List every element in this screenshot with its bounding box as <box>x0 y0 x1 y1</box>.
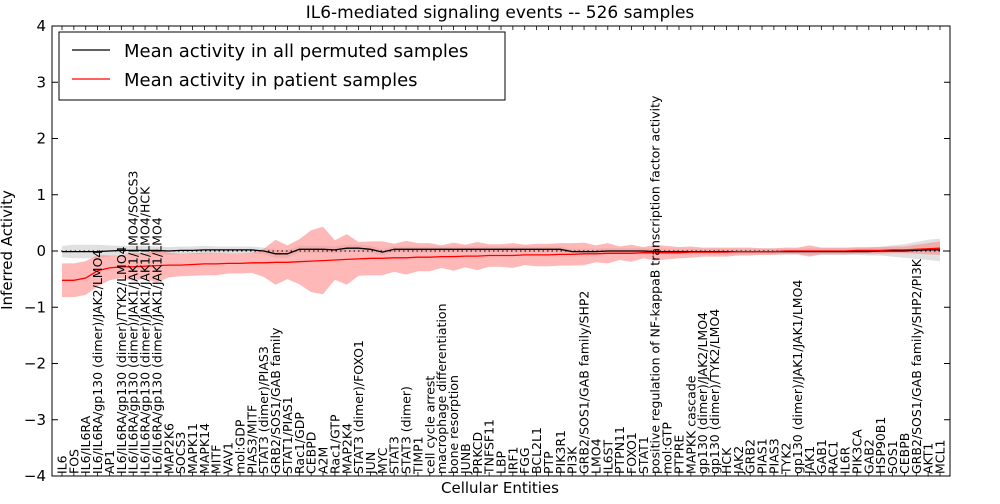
x-category-label: GAB2 <box>861 439 876 474</box>
x-category-label: SOS1 <box>885 440 900 474</box>
x-category-label: PTPRE <box>672 435 687 474</box>
x-category-label: PIAS3/MITF <box>244 405 259 474</box>
x-category-label: PIK3CA <box>849 429 864 474</box>
x-category-label: macrophage differentiation <box>434 303 449 474</box>
x-category-label: STAT3 (dimer)/FOXO1 <box>351 340 366 474</box>
x-category-label: IL6/IL6RA/gp130 (dimer)/TYK2/LMO4 <box>114 246 129 474</box>
x-category-label: CEBPB <box>897 433 912 474</box>
x-category-label: FGG <box>517 447 532 474</box>
x-category-label: JAK2 <box>731 446 746 475</box>
x-category-label: FOXO1 <box>624 432 639 474</box>
x-category-label: gp130 (dimer)/JAK2/LMO4 <box>695 312 710 474</box>
x-category-label: CEBPD <box>304 432 319 474</box>
x-category-label: mol:GTP <box>660 422 675 474</box>
x-category-label: HCK <box>719 447 734 474</box>
x-category-label: Rac1/GTP <box>327 414 342 474</box>
x-category-label: A2M <box>316 447 331 474</box>
x-category-label: positive regulation of NF-kappaB transcr… <box>648 95 663 474</box>
x-category-label: PTPN11 <box>612 426 627 474</box>
x-category-label: MAP2K6 <box>161 423 176 474</box>
x-category-label: IL6R <box>838 446 853 474</box>
x-category-label: HSP90B1 <box>873 417 888 474</box>
x-category-label: GAB1 <box>814 439 829 474</box>
x-category-label: IRF1 <box>505 446 520 474</box>
x-category-label: GRB2 <box>743 439 758 474</box>
x-category-label: mol:GDP <box>233 419 248 474</box>
x-category-label: PIK3R1 <box>553 430 568 474</box>
y-tick-label: 2 <box>36 130 46 148</box>
x-category-label: JUN <box>363 452 378 475</box>
x-category-label: GRB2/SOS1/GAB family <box>268 327 283 474</box>
y-tick-label: 0 <box>36 242 46 260</box>
x-category-label: PIAS1 <box>755 438 770 474</box>
x-category-label: MCL1 <box>933 440 948 474</box>
line-patient <box>62 247 941 281</box>
y-tick-label: 4 <box>36 17 46 35</box>
x-category-label: STAT1 <box>636 436 651 474</box>
x-category-label: STAT1/PIAS1 <box>280 396 295 474</box>
x-category-label: JAK1 <box>802 446 817 475</box>
y-tick-label: −2 <box>24 355 46 373</box>
x-category-label: PIAS3 <box>766 438 781 474</box>
x-category-label: PRKCD <box>470 432 485 474</box>
x-category-label: TYK2 <box>778 443 793 475</box>
legend: Mean activity in all permuted samples Me… <box>58 31 506 101</box>
x-category-label: RAC1 <box>826 441 841 474</box>
x-category-label: IL6ST <box>600 439 615 474</box>
y-axis-title: Inferred Activity <box>0 190 16 310</box>
x-category-label: GRB2/SOS1/GAB family/SHP2/PI3K <box>909 258 924 474</box>
y-axis-ticks: −4 −3 −2 −1 0 1 2 3 4 <box>24 17 950 485</box>
x-category-label: MAPKK cascade <box>683 375 698 474</box>
y-tick-label: −1 <box>24 298 46 316</box>
legend-box <box>58 31 506 101</box>
bands-layer <box>62 226 940 298</box>
x-category-label: STAT3 (dimer)/PIAS3 <box>256 346 271 474</box>
x-category-label: GRB2/SOS1/GAB family/SHP2 <box>577 291 592 474</box>
legend-label-patient: Mean activity in patient samples <box>124 70 418 91</box>
y-tick-label: 1 <box>36 186 46 204</box>
x-category-label: MAPK14 <box>197 423 212 474</box>
x-axis-ticks <box>61 26 941 476</box>
series-lines-layer <box>62 247 941 281</box>
chart-title: IL6-mediated signaling events -- 526 sam… <box>306 3 695 23</box>
x-category-label: AP1 <box>102 450 117 474</box>
x-category-label: bone resorption <box>446 375 461 474</box>
y-tick-label: −3 <box>24 411 46 429</box>
x-category-label: PI3K <box>565 446 580 474</box>
x-category-label: JUNB <box>458 443 473 475</box>
y-tick-label: −4 <box>24 467 46 485</box>
x-category-label: PTP <box>541 451 556 474</box>
x-category-label: STAT3 <box>387 436 402 474</box>
x-category-label: IL6/IL6RA/gp130 (dimer)/JAK2/LMO4 <box>90 250 105 474</box>
x-category-label: IL6/IL6RA/gp130 (dimer)/JAK1/JAK1/LMO4/S… <box>126 171 141 474</box>
x-category-label: AKT1 <box>921 443 936 474</box>
x-category-label: FOS <box>66 449 81 474</box>
x-category-label: LMO4 <box>588 438 603 474</box>
x-category-label: MITF <box>209 445 224 474</box>
x-category-label: BCL2L1 <box>529 427 544 474</box>
x-category-label: LBP <box>494 450 509 474</box>
band-patient <box>62 226 940 298</box>
x-category-label: IL6/IL6RA/gp130 (dimer)/JAK1/JAK1/LMO4 <box>149 217 164 474</box>
x-category-label: IL6/IL6RA/gp130 (dimer)/JAK1/JAK1/LMO4/H… <box>138 186 153 474</box>
x-category-label: IL6/IL6RA <box>78 415 93 474</box>
x-category-label: MYC <box>375 447 390 474</box>
x-category-label: MAP2K4 <box>339 423 354 474</box>
legend-label-permuted: Mean activity in all permuted samples <box>124 41 468 62</box>
y-tick-label: 3 <box>36 73 46 91</box>
x-category-label: gp130 (dimer)/JAK1/JAK1/LMO4 <box>790 280 805 474</box>
x-category-label: cell cycle arrest <box>422 376 437 474</box>
x-category-label: IL6 <box>55 455 70 474</box>
x-axis-title: Cellular Entities <box>441 479 559 497</box>
x-category-label: VAV1 <box>221 442 236 474</box>
x-category-label: STAT3 (dimer) <box>399 386 414 474</box>
x-category-label: TIMP1 <box>410 436 425 475</box>
x-category-label: gp130 (dimer)/TYK2/LMO4 <box>707 309 722 474</box>
x-category-label: SOCS3 <box>173 432 188 474</box>
x-category-label: MAPK11 <box>185 423 200 474</box>
x-category-label: TNFSF11 <box>482 419 497 475</box>
x-category-label: Rac1/GDP <box>292 412 307 474</box>
